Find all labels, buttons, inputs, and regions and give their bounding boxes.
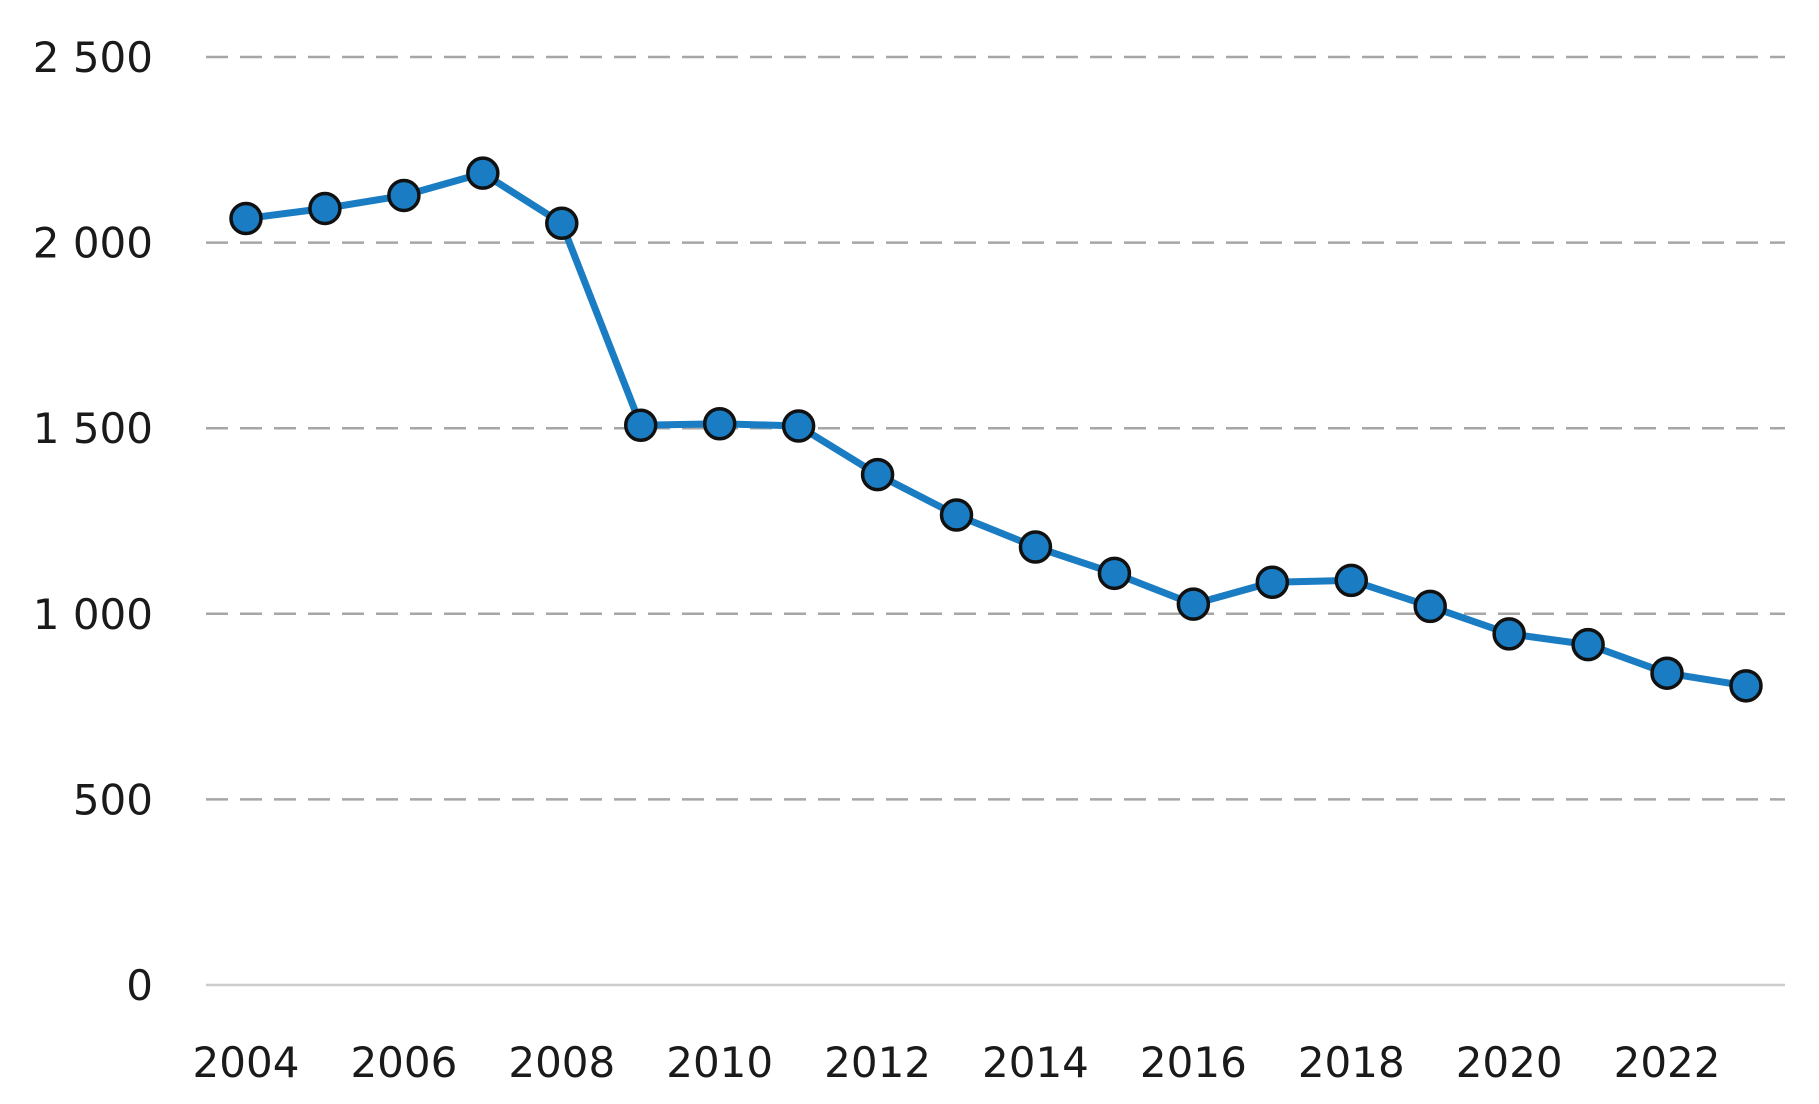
y-axis-tick-labels: 0 500 1 000 1 500 2 000 2 500 xyxy=(33,33,153,1010)
x-tick-label: 2014 xyxy=(982,1038,1089,1087)
data-point-2007 xyxy=(466,156,500,190)
data-point-2022 xyxy=(1650,656,1684,690)
data-point-2005 xyxy=(308,191,342,226)
y-tick-label: 1 500 xyxy=(33,404,153,453)
data-point-2016 xyxy=(1176,587,1211,621)
x-tick-label: 2012 xyxy=(824,1038,931,1087)
data-point-2020 xyxy=(1492,617,1526,651)
y-tick-label: 0 xyxy=(126,961,153,1010)
y-tick-label: 2 500 xyxy=(33,33,153,82)
data-point-2010 xyxy=(702,406,737,441)
data-point-2021 xyxy=(1571,627,1605,662)
x-tick-label: 2004 xyxy=(193,1038,300,1087)
x-tick-label: 2010 xyxy=(666,1038,773,1087)
x-tick-label: 2006 xyxy=(350,1038,457,1087)
x-axis-tick-labels: 2004 2006 2008 2010 2012 2014 2016 2018 2020 2022 xyxy=(193,1038,1721,1087)
series-line xyxy=(242,169,1750,690)
x-tick-label: 2008 xyxy=(508,1038,615,1087)
y-tick-label: 500 xyxy=(73,775,153,824)
data-point-2019 xyxy=(1413,589,1447,624)
y-gridlines xyxy=(206,55,1785,987)
data-point-2012 xyxy=(860,457,895,492)
x-tick-label: 2018 xyxy=(1298,1038,1405,1087)
data-point-2023 xyxy=(1729,669,1763,703)
x-tick-label: 2022 xyxy=(1614,1038,1721,1087)
data-point-2013 xyxy=(939,498,974,532)
data-point-2009 xyxy=(623,408,658,442)
y-tick-label: 2 000 xyxy=(33,219,153,268)
data-point-2014 xyxy=(1018,530,1053,564)
data-point-2004 xyxy=(229,201,263,236)
data-point-2011 xyxy=(781,409,816,443)
data-point-2015 xyxy=(1097,556,1132,591)
data-point-2017 xyxy=(1255,565,1290,599)
x-tick-label: 2020 xyxy=(1456,1038,1563,1087)
data-point-2008 xyxy=(545,206,579,241)
data-point-2006 xyxy=(387,178,421,213)
data-point-2018 xyxy=(1334,563,1369,598)
series-group xyxy=(229,156,1763,703)
y-tick-label: 1 000 xyxy=(33,590,153,639)
x-tick-label: 2016 xyxy=(1140,1038,1247,1087)
